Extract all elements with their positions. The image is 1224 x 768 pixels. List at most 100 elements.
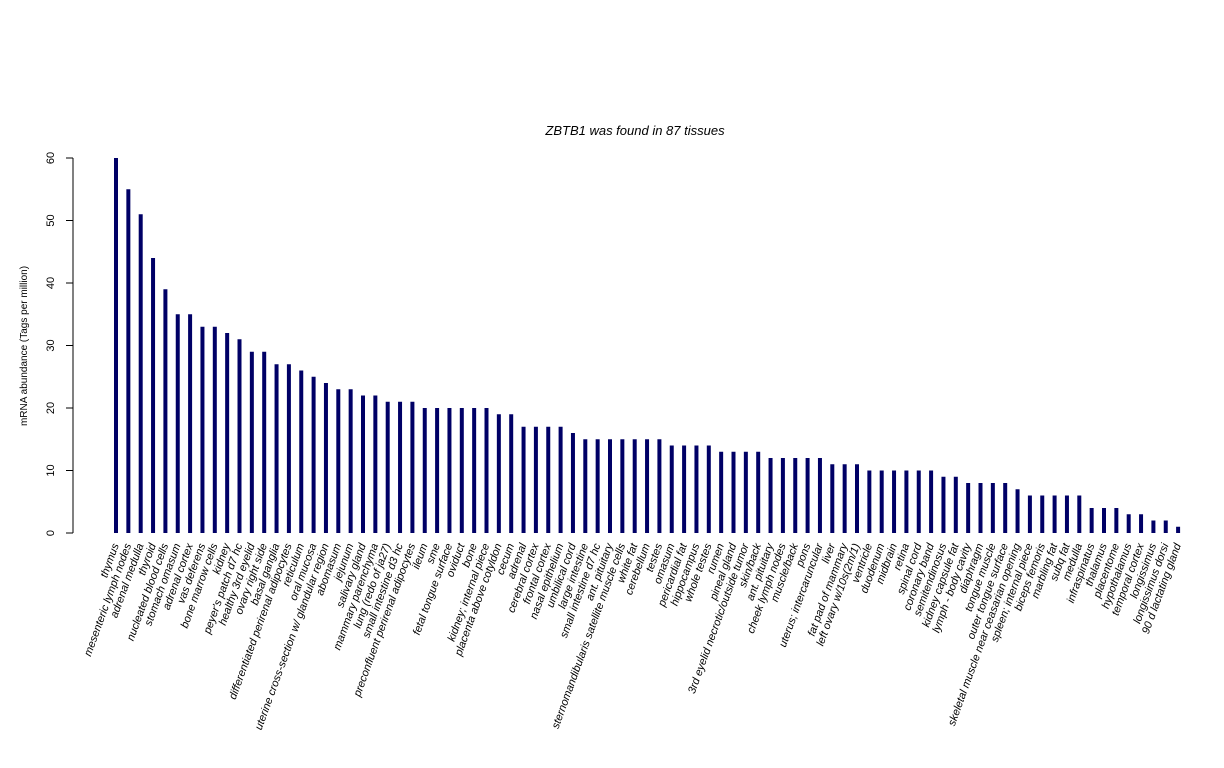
- bar: [286, 364, 291, 533]
- bar: [904, 470, 909, 533]
- bar: [1077, 495, 1082, 533]
- bar: [830, 464, 835, 533]
- bar: [200, 326, 205, 533]
- bar: [385, 401, 390, 533]
- bar: [583, 439, 588, 533]
- bar: [719, 451, 724, 533]
- y-tick-label: 50: [45, 214, 57, 226]
- bar: [1102, 508, 1106, 533]
- bar: [978, 483, 983, 533]
- bar: [842, 464, 847, 533]
- bar: [262, 351, 267, 533]
- bar: [929, 470, 934, 533]
- bar: [941, 476, 946, 533]
- bar: [1015, 489, 1020, 533]
- bar: [743, 451, 748, 533]
- bar: [126, 189, 131, 533]
- bar: [1126, 514, 1131, 533]
- bar: [694, 445, 699, 533]
- bar: [521, 426, 526, 533]
- bar: [533, 426, 538, 533]
- bar: [595, 439, 600, 533]
- y-tick-label: 30: [45, 339, 57, 351]
- bar: [632, 439, 637, 533]
- y-tick-label: 60: [45, 152, 57, 164]
- bar: [163, 289, 168, 533]
- bar: [447, 408, 452, 533]
- y-tick-label: 20: [45, 402, 57, 414]
- bar: [274, 364, 279, 533]
- bar: [212, 326, 217, 533]
- y-axis: 0 10 20 30 40 50 60: [45, 152, 74, 536]
- bar: [496, 414, 501, 533]
- bar: [1151, 520, 1156, 533]
- bar: [608, 439, 612, 533]
- bar: [237, 339, 242, 533]
- bar: [879, 470, 884, 533]
- bar: [459, 408, 464, 533]
- bar: [151, 258, 156, 533]
- bar: [1064, 495, 1069, 533]
- bar: [558, 426, 563, 533]
- bar: [348, 389, 353, 533]
- bar: [1139, 514, 1144, 533]
- bar: [114, 158, 118, 533]
- bar: [361, 395, 365, 533]
- bar: [706, 445, 711, 533]
- bar: [435, 408, 440, 533]
- bar: [509, 414, 514, 533]
- bar: [855, 464, 859, 533]
- bar: [768, 458, 773, 533]
- bar: [620, 439, 625, 533]
- y-tick-label: 10: [45, 464, 57, 476]
- bar: [225, 333, 230, 533]
- bar: [793, 458, 798, 533]
- bars-group: [114, 158, 1181, 533]
- bar: [336, 389, 341, 533]
- bar: [731, 451, 736, 533]
- bar: [805, 458, 810, 533]
- bar: [867, 470, 872, 533]
- chart-title: ZBTB1 was found in 87 tissues: [544, 123, 725, 138]
- y-tick-label: 0: [45, 530, 57, 536]
- bar: [249, 351, 254, 533]
- bar: [990, 483, 995, 533]
- bar: [682, 445, 687, 533]
- bar: [472, 408, 477, 533]
- bar: [299, 370, 304, 533]
- bar: [953, 476, 958, 533]
- bar: [817, 458, 822, 533]
- bar: [484, 408, 489, 533]
- bar: [916, 470, 921, 533]
- bar: [175, 314, 180, 533]
- bar: [1003, 483, 1008, 533]
- bar: [311, 376, 316, 533]
- bar: [410, 401, 415, 533]
- bar: [645, 439, 650, 533]
- bar: [756, 451, 761, 533]
- bar: [570, 433, 575, 533]
- bar: [780, 458, 785, 533]
- bar: [657, 439, 662, 533]
- bar: [422, 408, 427, 533]
- y-tick-label: 40: [45, 277, 57, 289]
- bar: [546, 426, 551, 533]
- bar: [1027, 495, 1032, 533]
- bar: [398, 401, 403, 533]
- bar: [138, 214, 143, 533]
- bar: [373, 395, 378, 533]
- bar: [1052, 495, 1057, 533]
- bar: [1040, 495, 1045, 533]
- bar: [1163, 520, 1168, 533]
- bar: [1089, 508, 1094, 533]
- bar: [669, 445, 674, 533]
- bar: [892, 470, 897, 533]
- bar: [323, 383, 328, 533]
- bar: [1176, 526, 1181, 533]
- bar: [188, 314, 193, 533]
- bar: [966, 483, 971, 533]
- y-axis-label: mRNA abundance (Tags per million): [19, 266, 30, 426]
- bar: [1114, 508, 1119, 533]
